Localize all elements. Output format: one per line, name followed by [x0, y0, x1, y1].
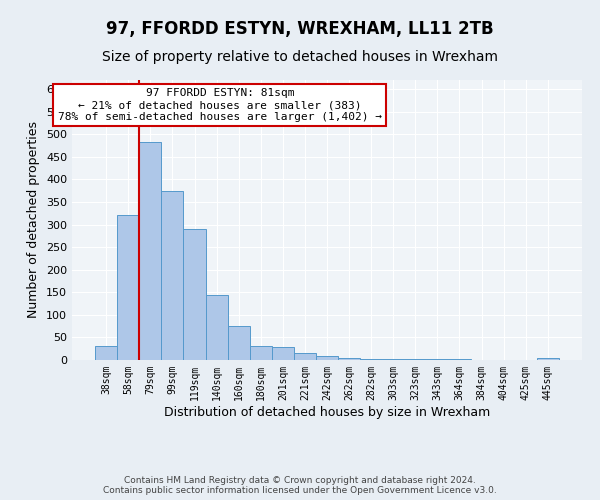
Bar [360, 358, 382, 360]
Bar [95, 346, 117, 360]
Bar [139, 142, 161, 360]
Y-axis label: Number of detached properties: Number of detached properties [28, 122, 40, 318]
Bar [338, 358, 360, 360]
Bar [427, 358, 448, 360]
Bar [294, 353, 316, 360]
Text: 97 FFORDD ESTYN: 81sqm
← 21% of detached houses are smaller (383)
78% of semi-de: 97 FFORDD ESTYN: 81sqm ← 21% of detached… [58, 88, 382, 122]
Bar [206, 296, 227, 360]
Bar [382, 358, 404, 360]
Bar [404, 358, 427, 360]
Bar [316, 356, 338, 360]
Text: 97, FFORDD ESTYN, WREXHAM, LL11 2TB: 97, FFORDD ESTYN, WREXHAM, LL11 2TB [106, 20, 494, 38]
Bar [227, 326, 250, 360]
Text: Contains HM Land Registry data © Crown copyright and database right 2024.
Contai: Contains HM Land Registry data © Crown c… [103, 476, 497, 495]
Bar [537, 358, 559, 360]
Text: Size of property relative to detached houses in Wrexham: Size of property relative to detached ho… [102, 50, 498, 64]
Bar [272, 348, 294, 360]
Bar [448, 359, 470, 360]
Bar [161, 190, 184, 360]
Bar [184, 229, 206, 360]
Bar [117, 214, 139, 360]
X-axis label: Distribution of detached houses by size in Wrexham: Distribution of detached houses by size … [164, 406, 490, 418]
Bar [250, 346, 272, 360]
